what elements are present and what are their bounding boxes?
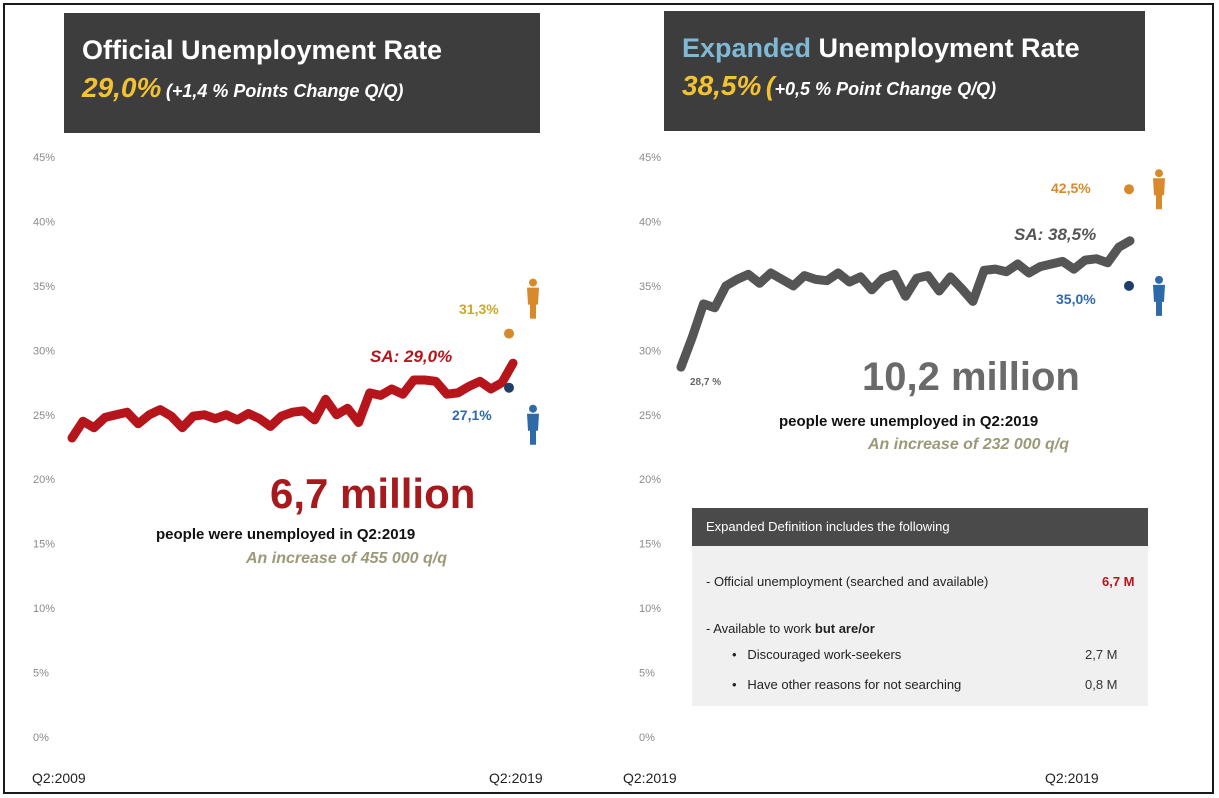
expanded-title-rest: Unemployment Rate [811, 33, 1080, 63]
y-tick-label: 40% [33, 216, 55, 228]
expanded-start-label: 28,7 % [690, 377, 721, 388]
definition-other-text: Have other reasons for not searching [747, 677, 962, 692]
expanded-male-label: 35,0% [1056, 291, 1096, 307]
y-tick-label: 30% [33, 345, 55, 357]
y-tick-label: 35% [639, 281, 661, 293]
y-tick-label: 10% [639, 603, 661, 615]
definition-discouraged-value: 2,7 M [1085, 647, 1118, 662]
x-tick-label: Q2:2019 [623, 770, 677, 786]
official-rate-change: (+1,4 % Points Change Q/Q) [165, 81, 404, 101]
official-rate-panel: Official Unemployment Rate 29,0% (+1,4 %… [0, 0, 600, 798]
official-sa-label: SA: 29,0% [370, 347, 452, 366]
definition-available-bold: but are/or [814, 621, 875, 636]
female-icon [1153, 169, 1165, 210]
y-tick-label: 30% [639, 345, 661, 357]
definition-official-label: - Official unemployment (searched and av… [706, 574, 989, 589]
official-quarterly-increase: An increase of 455 000 q/q [246, 550, 447, 567]
male-icon-head [1155, 275, 1163, 284]
female-icon-head [1155, 169, 1163, 178]
y-tick-label: 35% [33, 281, 55, 293]
official-rate-chart: 45% 40% 35% 30% 25% 20% 15% 10% 5% 0% Q2:2009 Q2:20… [32, 152, 543, 786]
female-icon-body [1153, 178, 1165, 210]
expanded-female-label: 42,5% [1051, 180, 1091, 196]
y-tick-label: 20% [639, 474, 661, 486]
definition-available-label: - Available to work but are/or [706, 621, 875, 636]
series-line [67, 358, 518, 443]
expanded-quarterly-increase: An increase of 232 000 q/q [868, 436, 1069, 453]
expanded-rate-value: 38,5% [682, 70, 762, 101]
male-point [504, 382, 514, 393]
y-tick-label: 15% [33, 539, 55, 551]
expanded-rate-chart: 45% 40% 35% 30% 25% 20% 15% 10% 5% 0% Q2:2019 Q2:20… [623, 152, 1165, 786]
y-tick-label: 45% [33, 152, 55, 164]
y-tick-label: 5% [33, 668, 49, 680]
male-icon [1153, 275, 1165, 316]
x-tick-label: Q2:2019 [489, 770, 543, 786]
definition-discouraged-label: • Discouraged work-seekers [732, 647, 902, 662]
expanded-rate-panel: Expanded Unemployment Rate 38,5% (+0,5 %… [600, 0, 1219, 798]
expanded-definition-box: Expanded Definition includes the followi… [692, 508, 1148, 706]
male-point [1124, 280, 1134, 291]
definition-other-value: 0,8 M [1085, 677, 1118, 692]
image-frame [3, 3, 1214, 794]
y-tick-label: 5% [639, 668, 655, 680]
y-tick-label: 45% [639, 152, 661, 164]
official-unemployed-caption: people were unemployed in Q2:2019 [156, 526, 416, 543]
official-title-box: Official Unemployment Rate 29,0% (+1,4 %… [64, 13, 540, 133]
expanded-title-highlight: Expanded [682, 33, 812, 63]
y-tick-label: 0% [639, 732, 655, 744]
y-tick-label: 25% [639, 410, 661, 422]
expanded-rate-change: +0,5 % Point Change Q/Q) [774, 79, 997, 99]
female-icon-head [529, 278, 537, 287]
definition-header: Expanded Definition includes the followi… [692, 508, 1148, 546]
y-tick-label: 0% [33, 732, 49, 744]
female-icon [527, 278, 539, 319]
official-title: Official Unemployment Rate [82, 35, 443, 65]
official-male-label: 27,1% [452, 407, 492, 423]
female-point [504, 328, 514, 339]
female-icon-body [527, 287, 539, 319]
definition-discouraged-text: Discouraged work-seekers [747, 647, 902, 662]
official-rate-value: 29,0% [82, 72, 162, 103]
y-tick-label: 40% [639, 216, 661, 228]
definition-official-value: 6,7 M [1102, 574, 1135, 589]
expanded-change-paren: ( [765, 71, 775, 101]
x-tick-label: Q2:2019 [1045, 770, 1099, 786]
official-unemployed-count: 6,7 million [270, 470, 476, 517]
male-icon [527, 404, 539, 445]
y-tick-label: 20% [33, 474, 55, 486]
official-female-label: 31,3% [459, 301, 499, 317]
y-tick-label: 15% [639, 539, 661, 551]
y-tick-label: 25% [33, 410, 55, 422]
x-tick-label: Q2:2009 [32, 770, 86, 786]
series-line [676, 236, 1135, 372]
male-icon-head [529, 404, 537, 413]
expanded-title-box: Expanded Unemployment Rate 38,5% (+0,5 %… [664, 11, 1145, 131]
expanded-unemployed-count: 10,2 million [862, 355, 1080, 399]
expanded-sa-label: SA: 38,5% [1014, 225, 1096, 244]
male-icon-body [1153, 284, 1165, 316]
male-icon-body [527, 413, 539, 445]
female-point [1124, 184, 1134, 195]
expanded-unemployed-caption: people were unemployed in Q2:2019 [779, 413, 1039, 430]
definition-other-label: • Have other reasons for not searching [732, 677, 962, 692]
definition-available-prefix: - Available to work [706, 621, 815, 636]
y-tick-label: 10% [33, 603, 55, 615]
